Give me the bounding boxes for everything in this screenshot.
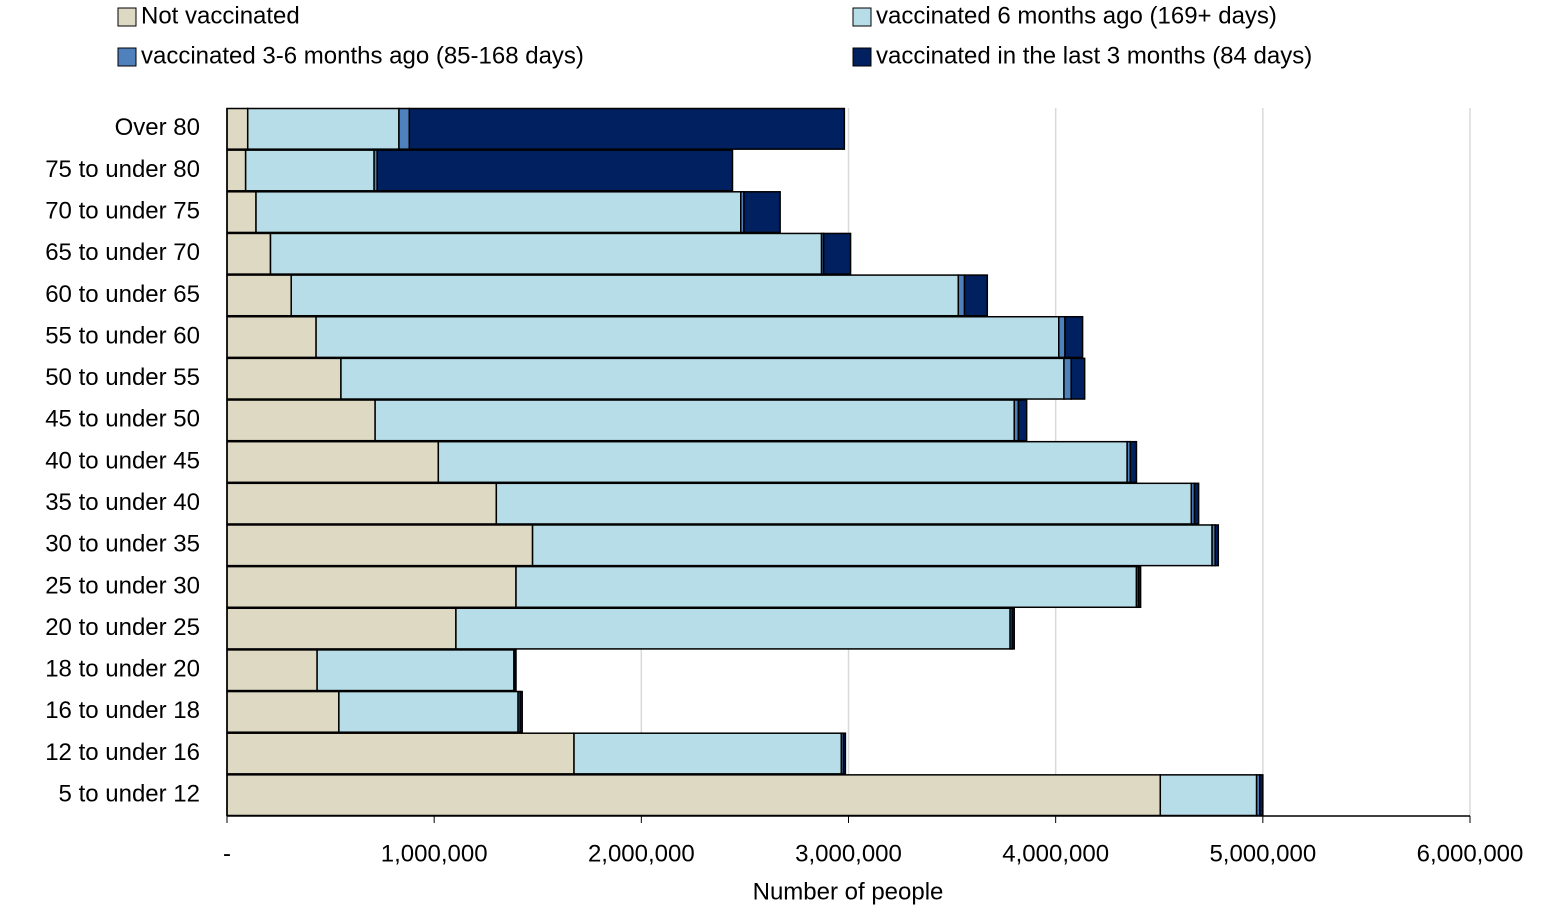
bar-segment: [226, 482, 498, 525]
legend-swatch: [117, 47, 137, 67]
y-tick-label: 40 to under 45: [45, 447, 200, 474]
legend-swatch: [852, 7, 872, 27]
bar-segment: [338, 690, 519, 733]
bar-segment: [255, 191, 742, 234]
x-tick-label: 1,000,000: [381, 840, 488, 867]
y-tick-label: 18 to under 20: [45, 656, 200, 683]
y-tick-label: Over 80: [115, 114, 200, 141]
bar-segment: [226, 315, 317, 359]
bar-segment: [1070, 357, 1086, 400]
bar-segment: [226, 524, 534, 567]
bar-segment: [437, 440, 1128, 484]
bar-segment: [957, 274, 966, 317]
bar-segment: [226, 399, 376, 442]
y-tick-label: 75 to under 80: [45, 156, 200, 183]
legend-label: vaccinated in the last 3 months (84 days…: [876, 42, 1312, 69]
x-tick-label: 4,000,000: [1002, 840, 1109, 867]
bar-segment: [1063, 357, 1072, 400]
bar-segment: [1058, 315, 1066, 359]
y-tick-label: 20 to under 25: [45, 614, 200, 641]
bar-segment: [1159, 774, 1258, 817]
bar-segment: [226, 690, 340, 733]
y-tick-label: 65 to under 70: [45, 239, 200, 266]
bar-segment: [455, 607, 1011, 650]
bar-segment: [376, 149, 734, 192]
bar-segment: [1011, 607, 1015, 650]
bar-segment: [226, 191, 257, 234]
y-tick-label: 16 to under 18: [45, 697, 200, 724]
bar-segment: [398, 107, 411, 150]
y-tick-label: 45 to under 50: [45, 406, 200, 433]
bar-segment: [226, 565, 517, 609]
bar-segment: [290, 274, 960, 317]
bar-segment: [1193, 482, 1200, 525]
bar-segment: [226, 149, 247, 192]
y-tick-label: 60 to under 65: [45, 281, 200, 308]
bar-segment: [226, 440, 440, 484]
bar-segment: [963, 274, 989, 317]
bar-segment: [514, 649, 517, 692]
bar-segment: [226, 732, 575, 775]
legend-label: vaccinated 6 months ago (169+ days): [876, 2, 1277, 29]
y-tick-label: 55 to under 60: [45, 322, 200, 349]
legend-label: vaccinated 3-6 months ago (85-168 days): [141, 42, 584, 69]
bar-segment: [822, 232, 852, 275]
x-tick-label: 6,000,000: [1417, 840, 1524, 867]
bar-segment: [226, 107, 249, 150]
bar-segment: [244, 149, 375, 192]
bar-segment: [495, 482, 1193, 525]
y-tick-label: 5 to under 12: [59, 781, 200, 808]
y-tick-label: 12 to under 16: [45, 739, 200, 766]
y-tick-label: 30 to under 35: [45, 531, 200, 558]
bar-segment: [315, 315, 1060, 359]
bar-segment: [1017, 399, 1028, 442]
bar-segment: [246, 107, 400, 150]
bar-segment: [374, 399, 1015, 442]
bar-segment: [226, 357, 342, 400]
bar-segment: [226, 274, 292, 317]
y-tick-label: 50 to under 55: [45, 364, 200, 391]
bar-segment: [519, 690, 523, 733]
bar-segment: [226, 649, 318, 692]
bar-segment: [842, 732, 847, 775]
bar-segment: [226, 607, 457, 650]
bar-segment: [408, 107, 846, 150]
bar-segment: [269, 232, 823, 275]
x-tick-label: -: [223, 840, 231, 867]
bar-segment: [1258, 774, 1264, 817]
bar-segment: [531, 524, 1213, 567]
bar-segment: [340, 357, 1065, 400]
x-tick-label: 3,000,000: [795, 840, 902, 867]
bar-segment: [1214, 524, 1220, 567]
x-tick-label: 2,000,000: [588, 840, 695, 867]
y-tick-label: 35 to under 40: [45, 489, 200, 516]
legend-swatch: [117, 7, 137, 27]
x-tick-label: 5,000,000: [1209, 840, 1316, 867]
bar-segment: [743, 191, 781, 234]
bar-segment: [573, 732, 842, 775]
bar-segment: [1064, 315, 1084, 359]
bar-segment: [1129, 440, 1138, 484]
legend-label: Not vaccinated: [141, 2, 300, 29]
bar-segment: [1137, 565, 1142, 609]
bar-segment: [316, 649, 515, 692]
bar-segment: [515, 565, 1138, 609]
y-tick-label: 25 to under 30: [45, 572, 200, 599]
x-axis-label: Number of people: [753, 878, 944, 905]
bar-segment: [226, 774, 1162, 817]
bar-segment: [226, 232, 272, 275]
y-tick-label: 70 to under 75: [45, 197, 200, 224]
legend-swatch: [852, 47, 872, 67]
